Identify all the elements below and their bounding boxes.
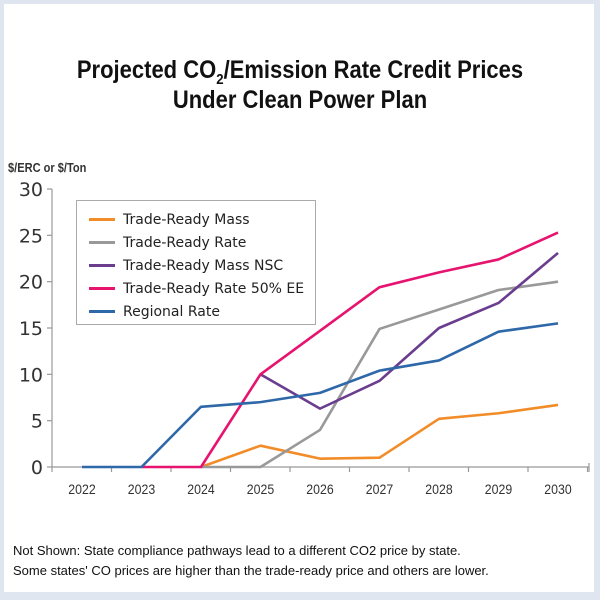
title-part: Projected CO	[76, 56, 217, 84]
legend-label: Trade-Ready Mass NSC	[123, 257, 284, 274]
x-tick-label: 2030	[544, 481, 571, 497]
legend-item: Regional Rate	[89, 300, 315, 323]
legend-item: Trade-Ready Rate 50% EE	[89, 277, 315, 300]
legend-swatch	[89, 264, 115, 267]
legend-label: Trade-Ready Rate	[123, 234, 247, 251]
y-tick-label: 0	[31, 457, 43, 479]
y-tick-label: 25	[19, 225, 43, 247]
legend-label: Regional Rate	[123, 303, 220, 320]
legend-label: Trade-Ready Mass	[123, 211, 250, 228]
footnote-line-2: Some states' CO prices are higher than t…	[13, 563, 489, 578]
y-tick-label: 15	[19, 318, 43, 340]
footnote-line-1: Not Shown: State compliance pathways lea…	[13, 543, 461, 558]
legend-label: Trade-Ready Rate 50% EE	[123, 280, 305, 297]
x-tick-label: 2024	[187, 481, 214, 497]
x-tick-label: 2027	[366, 481, 393, 497]
x-tick-label: 2028	[425, 481, 452, 497]
x-tick-label: 2029	[485, 481, 512, 497]
series-line-trade-ready-mass	[200, 403, 559, 469]
x-tick-label: 2022	[68, 481, 95, 497]
legend-swatch	[89, 310, 115, 313]
title-subscript: 2	[216, 71, 224, 88]
legend-item: Trade-Ready Mass NSC	[89, 254, 315, 277]
legend: Trade-Ready Mass Trade-Ready Rate Trade-Re…	[76, 200, 316, 325]
series-line-trade-ready-rate-50-ee	[141, 231, 559, 469]
chart-title: Projected CO2/Emission Rate Credit Price…	[36, 55, 564, 115]
series-line-trade-ready-rate	[201, 280, 559, 469]
x-tick-label: 2023	[128, 481, 155, 497]
footnote: Not Shown: State compliance pathways lea…	[13, 541, 489, 581]
y-tick-label: 20	[19, 272, 43, 294]
x-tick-label: 2026	[306, 481, 333, 497]
legend-item: Trade-Ready Mass	[89, 208, 315, 231]
x-tick-label: 2025	[247, 481, 274, 497]
series-line-regional-rate	[82, 322, 559, 469]
legend-swatch	[89, 241, 115, 244]
title-line-2: Under Clean Power Plan	[172, 86, 428, 114]
legend-item: Trade-Ready Rate	[89, 231, 315, 254]
y-tick-label: 5	[31, 411, 43, 433]
legend-swatch	[89, 287, 115, 290]
y-tick-label: 30	[19, 179, 43, 201]
y-tick-label: 10	[19, 364, 43, 386]
series-line-trade-ready-mass-nsc	[259, 251, 559, 410]
y-axis-label: $/ERC or $/Ton	[8, 160, 87, 175]
legend-swatch	[89, 218, 115, 221]
title-part: /Emission Rate Credit Prices	[223, 56, 524, 84]
series-lines	[82, 231, 559, 469]
